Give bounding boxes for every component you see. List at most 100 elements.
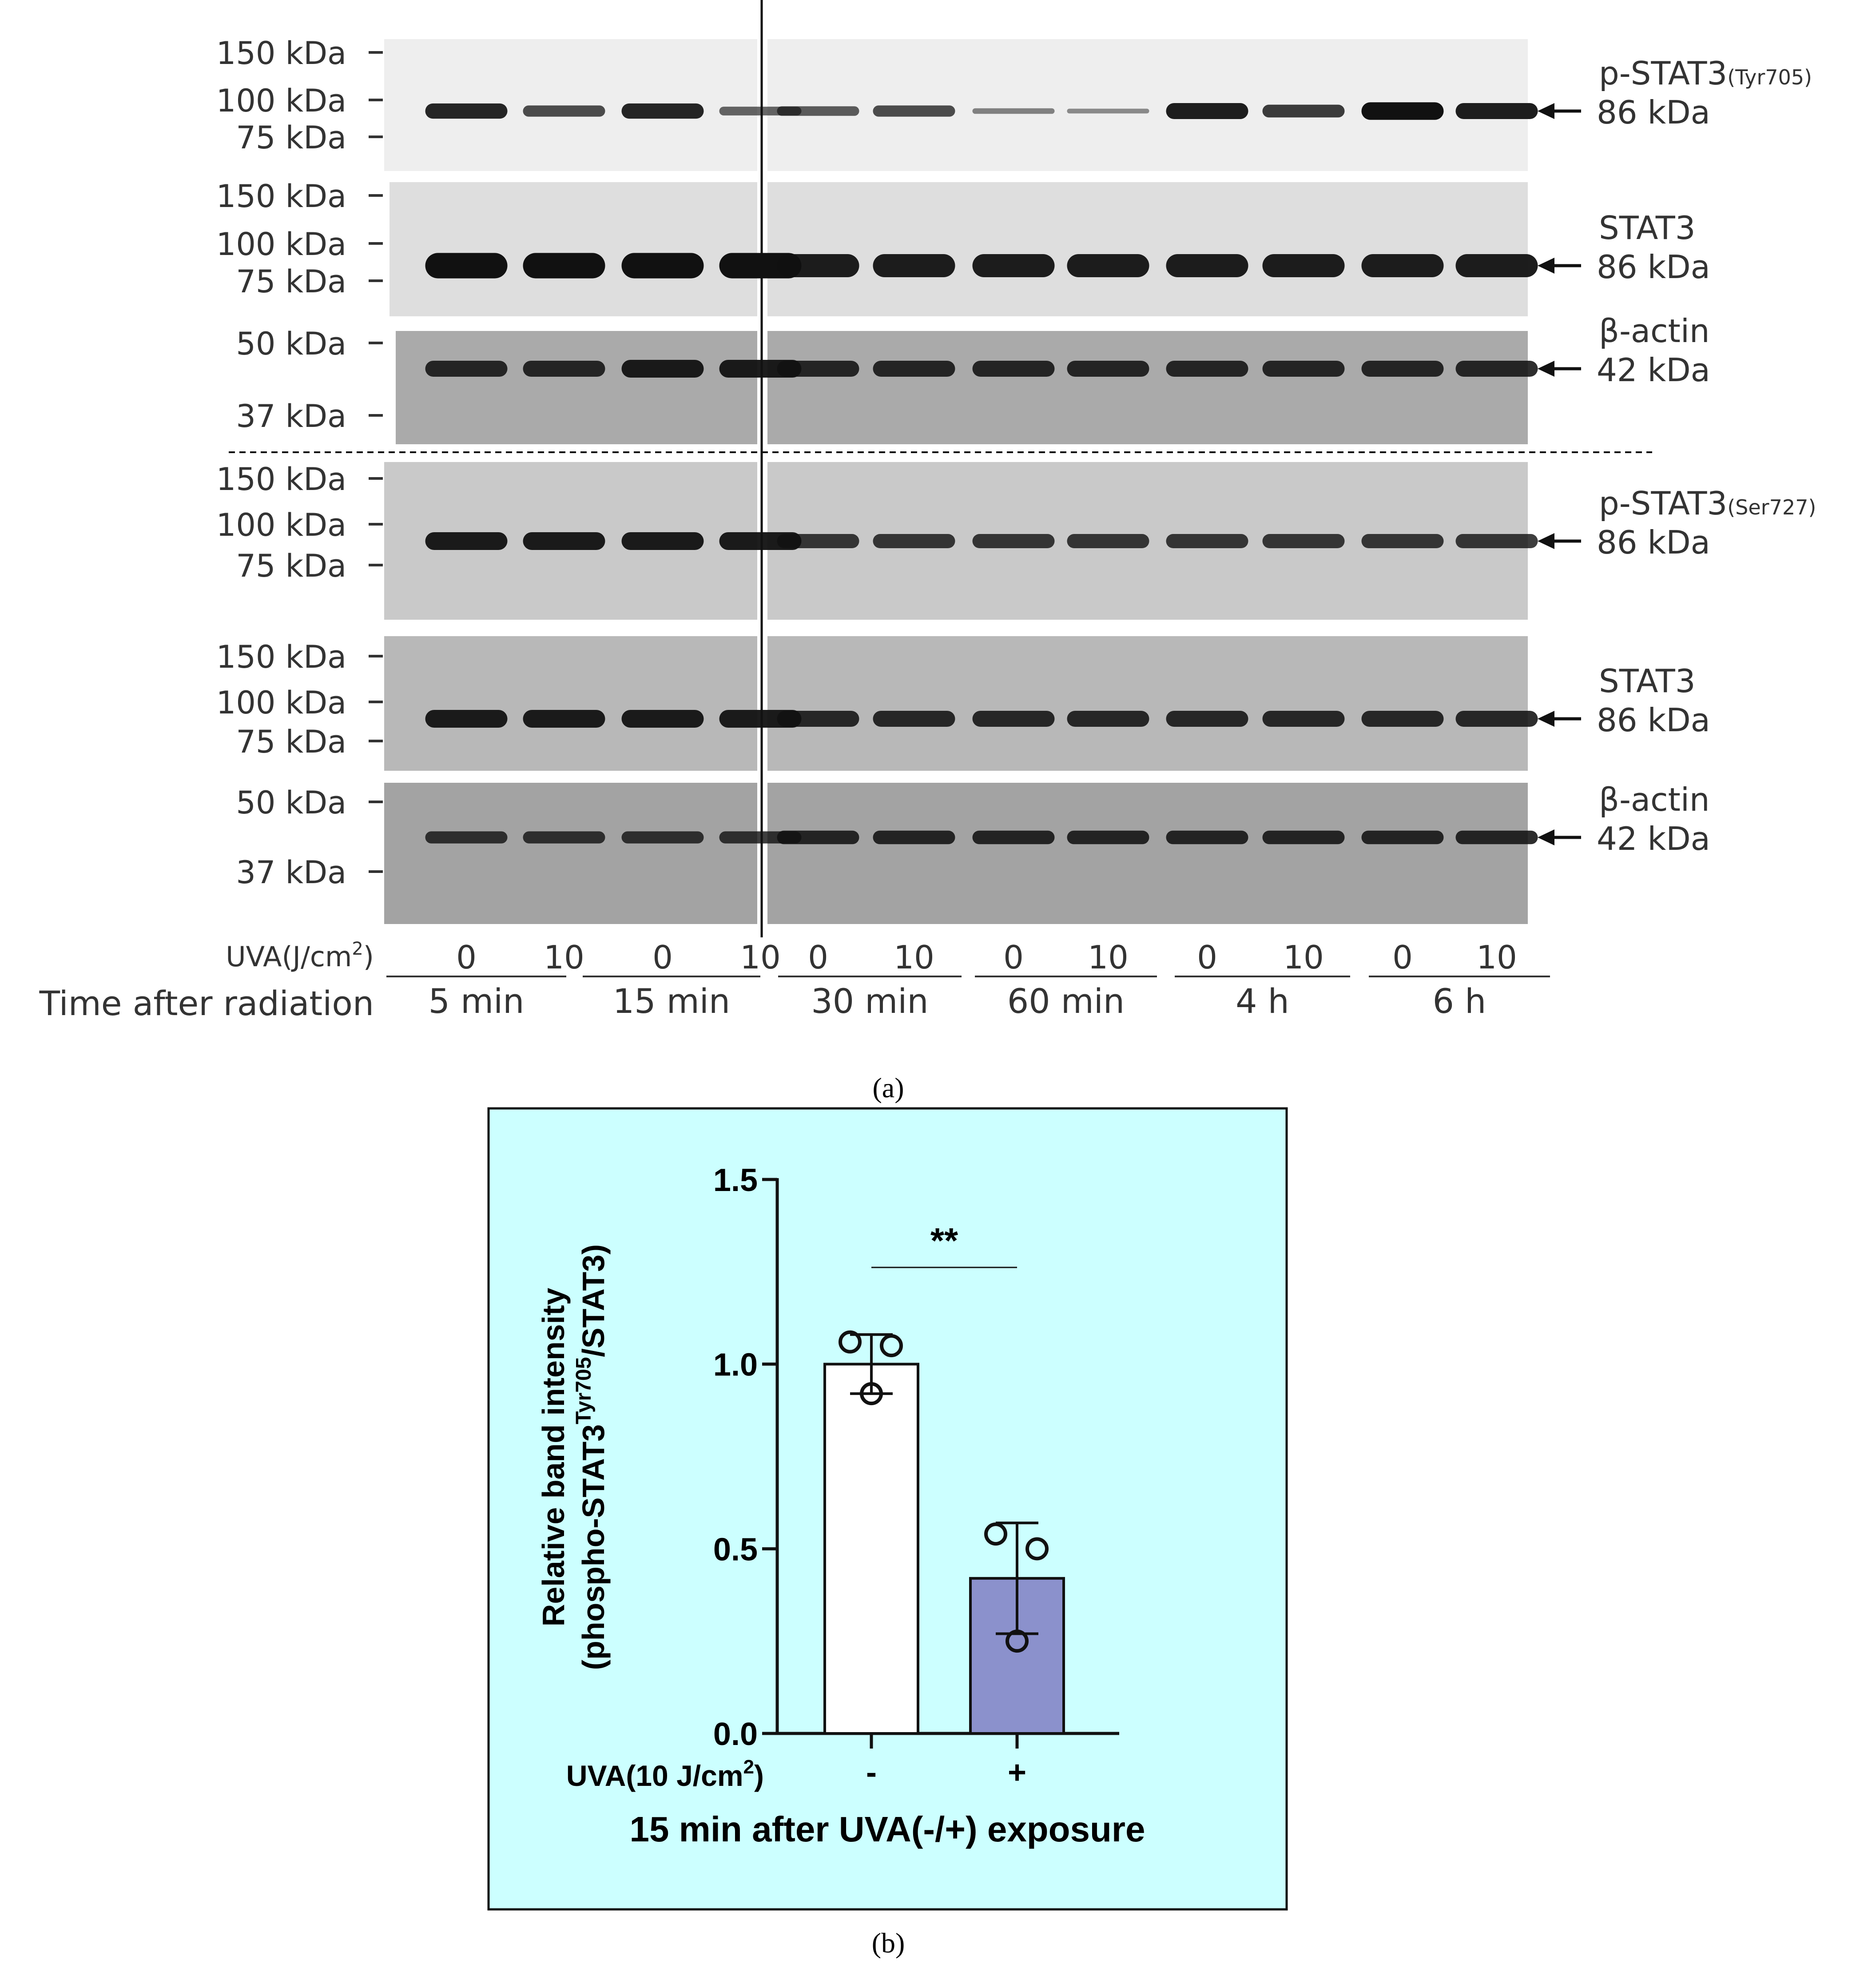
band <box>1067 361 1149 377</box>
band <box>972 534 1055 548</box>
membrane-left <box>384 636 757 771</box>
band <box>873 105 955 117</box>
marker-label: 75 kDa <box>236 120 346 156</box>
band <box>425 710 508 728</box>
size-label: 42 kDa <box>1597 820 1710 857</box>
dose-label: 0 <box>1003 939 1024 976</box>
time-value: 4 h <box>1236 981 1289 1021</box>
marker-label: 150 kDa <box>216 35 346 72</box>
lane-group: 0 10 15 min <box>583 939 781 1021</box>
uva-label: UVA(J/cm2) <box>226 939 374 973</box>
bar-group: - <box>823 1330 919 1790</box>
dose-label: 10 <box>1283 939 1324 976</box>
time-value: 30 min <box>811 981 928 1021</box>
band <box>777 106 859 116</box>
band <box>523 831 605 844</box>
band <box>1455 361 1538 377</box>
data-point <box>839 1330 862 1354</box>
blot-4: 150 kDa 100 kDa 75 kDa p-STAT3(Ser727)86 kD… <box>216 461 1816 620</box>
y-tick-label: 1.0 <box>713 1347 758 1383</box>
dose-label: 0 <box>808 939 828 976</box>
band <box>1166 103 1248 119</box>
y-label-line2: (phospho-STAT3Tyr705/STAT3) <box>572 1244 611 1670</box>
dose-label: 0 <box>652 939 673 976</box>
band <box>523 361 605 377</box>
marker-label: 150 kDa <box>216 178 346 215</box>
data-point <box>1025 1537 1049 1561</box>
arrow-head-icon <box>1538 711 1554 727</box>
band <box>1361 830 1444 845</box>
marker-label: 100 kDa <box>216 507 346 543</box>
band <box>1067 534 1149 548</box>
bar-group: + <box>969 1522 1065 1790</box>
band <box>1067 711 1149 727</box>
band <box>1455 103 1538 119</box>
dose-label: 10 <box>1088 939 1129 976</box>
band <box>1361 102 1444 120</box>
band <box>1455 254 1538 277</box>
band <box>621 831 704 844</box>
arrow-head-icon <box>1538 361 1554 377</box>
protein-label: STAT3 <box>1599 209 1696 247</box>
membrane-right <box>767 636 1528 771</box>
band <box>1166 254 1248 277</box>
marker-label: 100 kDa <box>216 83 346 119</box>
y-label-line1: Relative band intensity <box>536 1288 571 1626</box>
dose-label: 10 <box>894 939 934 976</box>
band <box>1067 254 1149 277</box>
band <box>621 710 704 728</box>
band <box>1361 534 1444 548</box>
marker-label: 50 kDa <box>236 785 346 821</box>
dose-label: 10 <box>544 939 584 976</box>
chart-title: 15 min after UVA(-/+) exposure <box>629 1809 1145 1849</box>
y-axis-label: Relative band intensity (phospho-STAT3Tyr… <box>536 1244 611 1670</box>
band <box>425 361 508 377</box>
lane-group: 0 10 30 min <box>778 939 962 1021</box>
arrow-head-icon <box>1538 103 1554 119</box>
band <box>1262 104 1345 118</box>
x-tick-label: - <box>866 1755 877 1790</box>
band <box>777 534 859 548</box>
lane-group: 0 10 4 h <box>1175 939 1350 1021</box>
band <box>777 830 859 845</box>
marker-label: 100 kDa <box>216 226 346 263</box>
dose-label: 0 <box>1392 939 1413 976</box>
y-tick-label: 1.5 <box>713 1163 758 1198</box>
protein-label: β-actin <box>1599 312 1710 350</box>
data-point <box>880 1334 903 1358</box>
significance-label: ** <box>930 1221 958 1260</box>
marker-label: 37 kDa <box>236 854 346 891</box>
band <box>1067 108 1149 114</box>
time-value: 6 h <box>1433 981 1486 1021</box>
lane-group: 0 10 60 min <box>975 939 1157 1021</box>
band <box>1166 830 1248 845</box>
protein-label: β-actin <box>1599 781 1710 818</box>
band <box>1455 534 1538 548</box>
membrane-left <box>396 331 757 444</box>
band <box>972 108 1055 114</box>
band <box>873 534 955 548</box>
band <box>1361 361 1444 377</box>
bar <box>823 1362 919 1735</box>
time-label: Time after radiation <box>39 984 374 1023</box>
protein-label: STAT3 <box>1599 662 1696 700</box>
marker-label: 75 kDa <box>236 548 346 584</box>
band <box>1166 534 1248 548</box>
marker-label: 75 kDa <box>236 263 346 300</box>
protein-label: p-STAT3(Tyr705) <box>1599 55 1812 92</box>
marker-label: 100 kDa <box>216 685 346 721</box>
x-tick-label: + <box>1008 1755 1026 1790</box>
size-label: 86 kDa <box>1597 248 1710 286</box>
band <box>972 830 1055 845</box>
band <box>777 361 859 377</box>
size-label: 86 kDa <box>1597 524 1710 561</box>
membrane-left <box>384 783 757 924</box>
caption-b: (b) <box>872 1927 905 1959</box>
